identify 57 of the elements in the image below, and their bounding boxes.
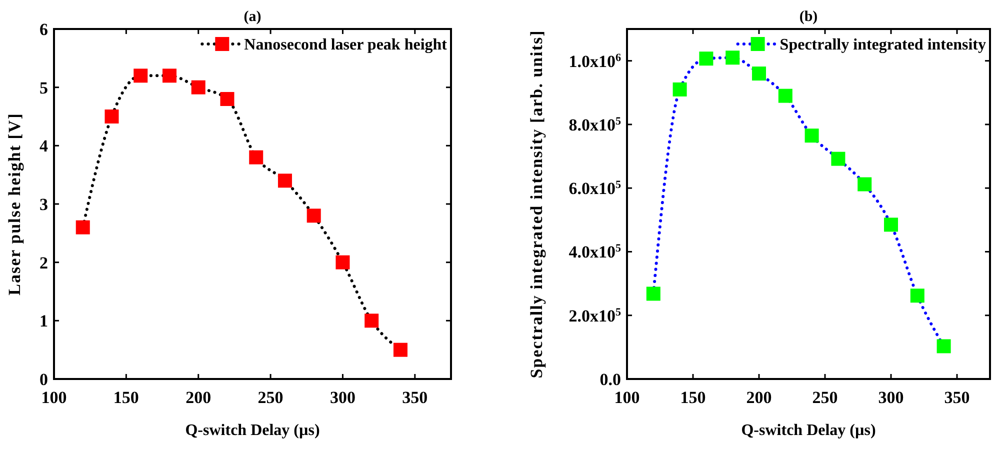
point	[364, 314, 379, 328]
point	[884, 218, 898, 232]
point	[134, 68, 148, 83]
point	[306, 208, 321, 223]
chart-title: (a)	[244, 9, 262, 25]
x-tick-label: 150	[680, 388, 706, 407]
legend-label: Nanosecond laser peak height	[244, 36, 448, 54]
y-tick-label: 1.0x10$^{6}$	[568, 52, 622, 71]
point	[804, 128, 819, 143]
y-tick-label: 2.0x10$^{5}$	[568, 306, 622, 326]
x-tick-label: 300	[878, 388, 904, 407]
y-tick-label: 3	[40, 194, 48, 214]
x-axis-title: Q-switch Delay (µs)	[741, 422, 876, 439]
y-tick-label: 1	[40, 312, 48, 331]
point	[76, 220, 90, 234]
point	[191, 80, 206, 94]
chart-title: (b)	[799, 9, 818, 25]
point	[278, 174, 292, 188]
x-tick-label: 200	[186, 388, 212, 407]
x-tick-label: 300	[330, 388, 356, 407]
legend-label: Spectrally integrated intensity	[780, 36, 986, 54]
point	[393, 342, 408, 357]
point	[752, 66, 766, 81]
x-tick-label: 250	[812, 388, 838, 407]
y-axis-title: Spectrally integrated intensity [arb. units]	[527, 30, 546, 378]
x-tick-label: 100	[41, 388, 67, 407]
x-tick-label: 350	[402, 388, 428, 407]
y-tick-label: 0.0	[600, 370, 621, 389]
point	[104, 110, 119, 124]
y-tick-label: 6	[40, 20, 48, 39]
y-tick-label: 0	[40, 370, 48, 389]
point	[249, 150, 264, 164]
x-tick-label: 150	[113, 388, 139, 407]
y-tick-label: 4	[40, 136, 48, 156]
y-tick-label: 8.0x10$^{5}$	[568, 115, 622, 134]
point	[910, 288, 924, 303]
point	[831, 152, 846, 166]
point	[726, 50, 740, 65]
point	[858, 177, 872, 192]
x-tick-label: 350	[944, 388, 970, 407]
point	[672, 82, 687, 96]
x-tick-label: 250	[258, 388, 284, 407]
point	[336, 255, 350, 270]
x-tick-label: 100	[614, 388, 640, 407]
point	[220, 92, 234, 106]
point	[778, 88, 792, 103]
y-tick-label: 2	[40, 253, 48, 272]
x-axis-title: Q-switch Delay (µs)	[185, 422, 320, 439]
y-axis-title: Laser pulse height [V]	[5, 112, 24, 296]
point	[936, 339, 951, 354]
y-tick-label: 5	[40, 78, 48, 98]
point	[699, 52, 714, 66]
point	[162, 68, 176, 83]
y-tick-label: 4.0x10$^{5}$	[568, 242, 622, 262]
point	[646, 286, 660, 301]
y-tick-label: 6.0x10$^{5}$	[568, 179, 622, 198]
x-tick-label: 200	[746, 388, 772, 407]
